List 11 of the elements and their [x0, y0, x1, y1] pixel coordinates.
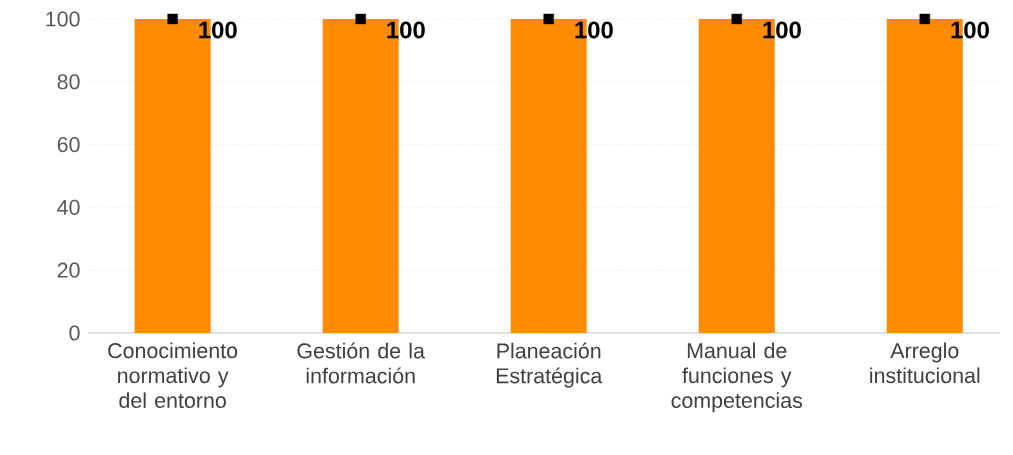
x-tick-label: Planeación Estratégica — [496, 342, 603, 388]
y-tick-label: 100 — [46, 11, 80, 27]
y-tick-label: 20 — [57, 262, 80, 278]
x-tick-label: Manual de funciones y competencias — [671, 342, 803, 413]
y-tick-label: 60 — [57, 137, 80, 153]
y-tick-label: 40 — [57, 199, 80, 215]
x-tick-label: Arreglo institucional — [870, 342, 980, 384]
x-tick-label: Conocimiento normativo y del entorno — [108, 342, 238, 409]
x-tick-label: Gestión de la información — [297, 342, 425, 384]
y-tick-label: 80 — [57, 74, 80, 90]
y-tick-label: 0 — [69, 325, 80, 341]
